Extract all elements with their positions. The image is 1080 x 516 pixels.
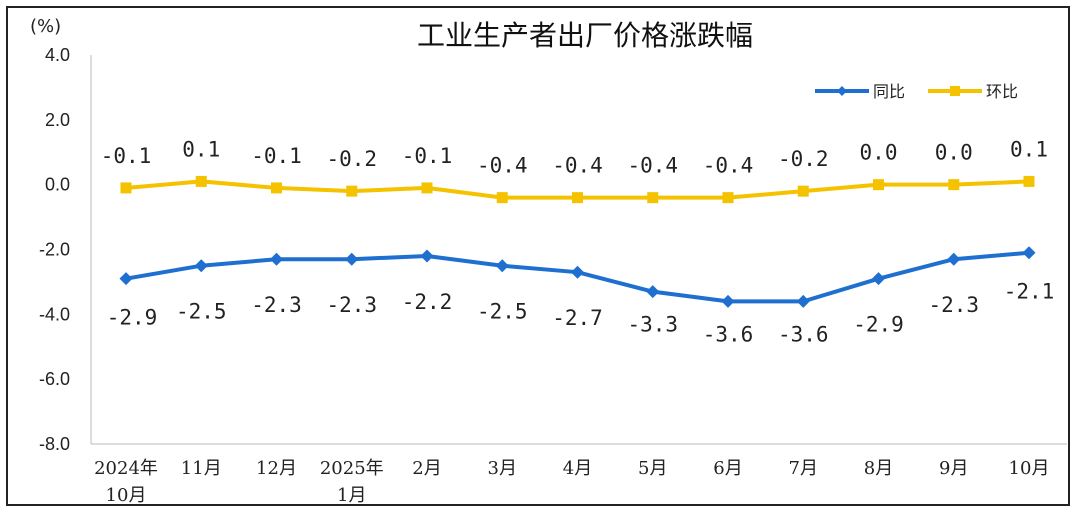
y-tick-label: 2.0 [45,110,70,130]
data-label: 0.0 [860,141,898,165]
data-point [947,252,961,266]
data-label: -2.3 [251,293,302,317]
data-point [722,192,734,204]
data-label: 0.0 [935,141,973,165]
data-point [271,182,282,194]
y-tick-labels: 4.0 2.0 0.0 -2.0 -4.0 -6.0 -8.0 [39,45,70,454]
data-point [948,179,960,191]
data-label: -2.3 [928,293,979,317]
data-point [195,175,207,187]
data-point [194,259,208,273]
data-label: -2.1 [1004,280,1055,304]
x-tick-label: 12月 [256,458,297,479]
data-label: -0.4 [477,154,528,178]
data-point [1023,175,1035,187]
x-tick-label: 3月 [488,458,517,479]
data-label: -3.3 [627,313,678,337]
legend: 同比 环比 [815,82,1018,101]
data-point [647,192,659,204]
data-label: 0.1 [182,137,220,161]
y-tick-label: 0.0 [45,175,70,195]
legend-swatch-marker [950,86,960,96]
chart-frame [6,6,1070,506]
data-point [797,185,809,197]
data-point [420,249,434,263]
data-point [796,294,810,308]
x-tick-label: 2025年 [320,458,384,479]
data-point [346,185,358,197]
data-point [119,272,133,286]
data-label: 0.1 [1010,137,1048,161]
data-point [572,192,583,204]
legend-label: 同比 [873,82,905,101]
x-tick-label: 5月 [638,458,667,479]
data-point [1022,246,1036,260]
data-label: -0.1 [101,144,152,168]
x-tick-label: 8月 [864,458,893,479]
data-label: -2.3 [326,293,377,317]
data-point [495,259,509,273]
data-point [721,294,735,308]
data-label: -0.4 [703,154,754,178]
data-point [345,252,359,266]
x-tick-label: 1月 [337,485,366,506]
data-label: -2.9 [107,306,158,330]
data-label: -0.2 [326,147,377,171]
y-tick-label: -2.0 [39,240,70,260]
data-point [873,179,884,191]
data-point [270,252,283,266]
data-point [571,265,584,279]
x-tick-label: 6月 [713,458,742,479]
data-label: -0.1 [402,144,453,168]
data-point [120,182,132,194]
y-tick-label: -4.0 [39,304,70,324]
data-point [872,272,885,286]
data-label: -2.2 [402,290,453,314]
series-yoy: -2.9 -2.5 -2.3 -2.3 -2.2 -2.5 -2.7 -3.3 -3.6 -3.6… [107,246,1055,346]
data-label: -2.9 [853,313,904,337]
data-point [496,192,508,204]
x-tick-label: 11月 [181,458,222,479]
x-tick-label: 9月 [939,458,968,479]
legend-swatch-marker [837,86,847,96]
data-label: -2.5 [477,300,528,324]
x-tick-label: 7月 [789,458,818,479]
data-point [646,285,660,299]
data-label: -0.1 [251,144,302,168]
series-layer: -2.9 -2.5 -2.3 -2.3 -2.2 -2.5 -2.7 -3.3 -3.6 -3.6… [101,137,1055,346]
data-label: -0.4 [552,154,603,178]
x-tick-label: 4月 [563,458,592,479]
x-tick-label: 2024年 [94,458,158,479]
x-tick-label: 10月 [106,485,147,506]
data-label: -3.6 [778,322,829,346]
legend-label: 环比 [986,82,1018,101]
data-label: -0.2 [778,147,829,171]
data-label: -3.6 [703,322,754,346]
x-tick-label: 2月 [412,458,441,479]
x-tick-label: 10月 [1009,458,1050,479]
data-point [421,182,433,194]
y-tick-label: 4.0 [45,45,70,65]
y-unit-label: (%) [30,16,61,37]
y-tick-label: -6.0 [39,369,70,389]
y-tick-label: -8.0 [39,434,70,454]
data-label: -2.5 [176,300,227,324]
data-label: -0.4 [627,154,678,178]
chart-title: 工业生产者出厂价格涨跌幅 [417,19,753,52]
data-label: -2.7 [552,306,603,330]
x-tick-labels: 2024年 10月 11月 12月 2025年 1月 2月 3月 4月 5月 6月 7月 8月 9月 10月 [94,458,1049,506]
series-mom: -0.1 0.1 -0.1 -0.2 -0.1 -0.4 -0.4 -0.4 -0.4 -0.2 0… [101,137,1048,204]
